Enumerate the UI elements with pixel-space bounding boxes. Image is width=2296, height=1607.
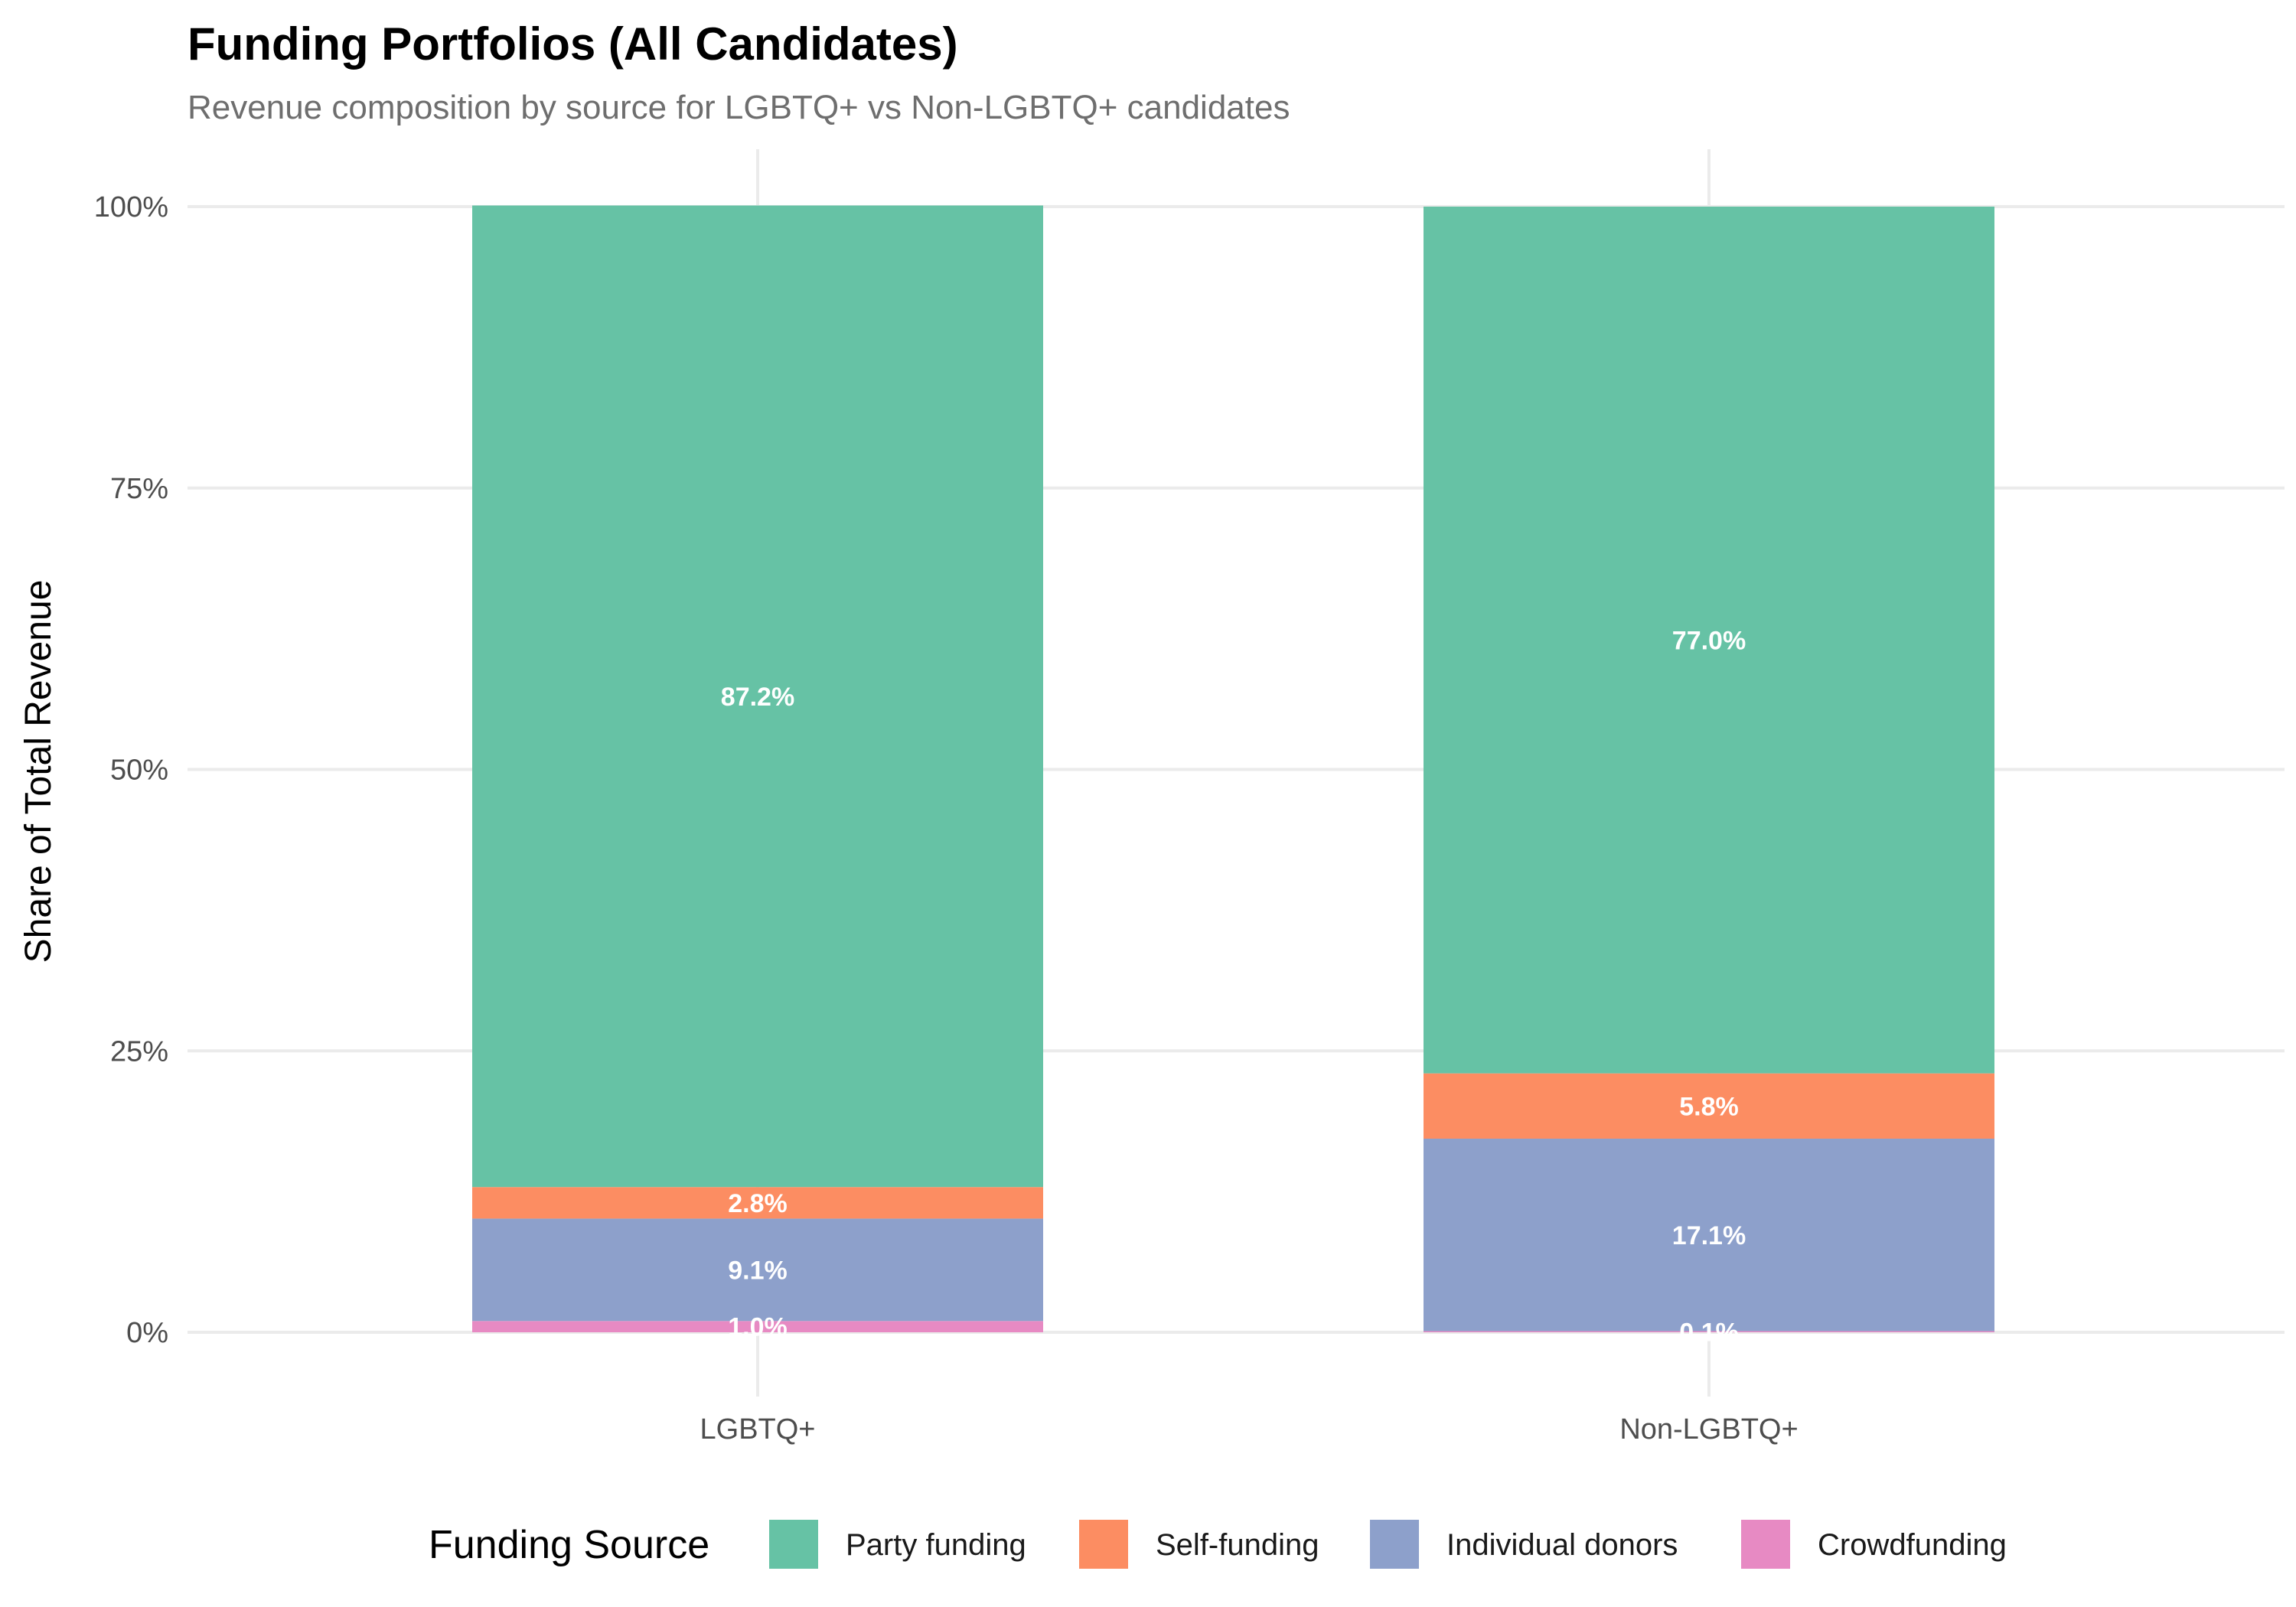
y-tick-label: 50% <box>110 755 168 787</box>
bar-segment-party-funding <box>1424 207 1994 1074</box>
legend-swatch <box>1741 1520 1790 1569</box>
legend-item-party-funding: Party funding <box>769 1520 1026 1569</box>
data-label: 17.1% <box>1672 1221 1746 1250</box>
y-axis-label: Share of Total Revenue <box>18 580 59 963</box>
bar-segment-individual-donors <box>1424 1138 1994 1332</box>
legend-swatch <box>1370 1520 1419 1569</box>
data-label: 87.2% <box>721 683 794 712</box>
legend-label: Individual donors <box>1446 1528 1678 1562</box>
x-tick-label: Non-LGBTQ+ <box>1619 1413 1798 1446</box>
legend-item-self-funding: Self-funding <box>1079 1520 1319 1569</box>
data-label: 77.0% <box>1672 626 1746 655</box>
data-label: 0.1% <box>1679 1318 1739 1347</box>
chart-subtitle: Revenue composition by source for LGBTQ+… <box>188 89 1290 126</box>
y-tick-label: 0% <box>126 1317 168 1349</box>
bar-segment-self-funding <box>472 1187 1043 1219</box>
y-axis-ticks: 0% 25% 50% 75% 100% <box>94 191 168 1349</box>
chart-title: Funding Portfolios (All Candidates) <box>188 18 958 70</box>
legend-swatch <box>1079 1520 1128 1569</box>
data-label: 5.8% <box>1679 1092 1739 1121</box>
x-tick-label: LGBTQ+ <box>700 1413 816 1446</box>
legend-item-individual-donors: Individual donors <box>1370 1520 1678 1569</box>
bar-segment-party-funding <box>472 205 1043 1188</box>
data-label: 9.1% <box>728 1256 788 1285</box>
legend-label: Party funding <box>846 1528 1026 1562</box>
legend-swatch <box>769 1520 818 1569</box>
bar-segment-crowdfunding <box>472 1321 1043 1332</box>
y-tick-label: 100% <box>94 191 168 223</box>
y-tick-label: 75% <box>110 473 168 505</box>
legend-title: Funding Source <box>429 1523 709 1567</box>
legend: Funding Source Party funding Self-funding… <box>429 1520 2007 1569</box>
legend-item-crowdfunding: Crowdfunding <box>1741 1520 2007 1569</box>
segment-labels: 1.0% 9.1% 2.8% 87.2% 0.1% 17.1% 5.8% 77.0% <box>721 626 1746 1347</box>
data-label: 2.8% <box>728 1189 788 1218</box>
y-tick-label: 25% <box>110 1035 168 1068</box>
legend-label: Crowdfunding <box>1818 1528 2007 1562</box>
legend-label: Self-funding <box>1156 1528 1319 1562</box>
x-axis-ticks: LGBTQ+ Non-LGBTQ+ <box>700 1413 1799 1446</box>
bars <box>472 205 1994 1332</box>
bar-segment-individual-donors <box>472 1218 1043 1322</box>
data-label: 1.0% <box>728 1313 788 1342</box>
bar-segment-self-funding <box>1424 1073 1994 1139</box>
